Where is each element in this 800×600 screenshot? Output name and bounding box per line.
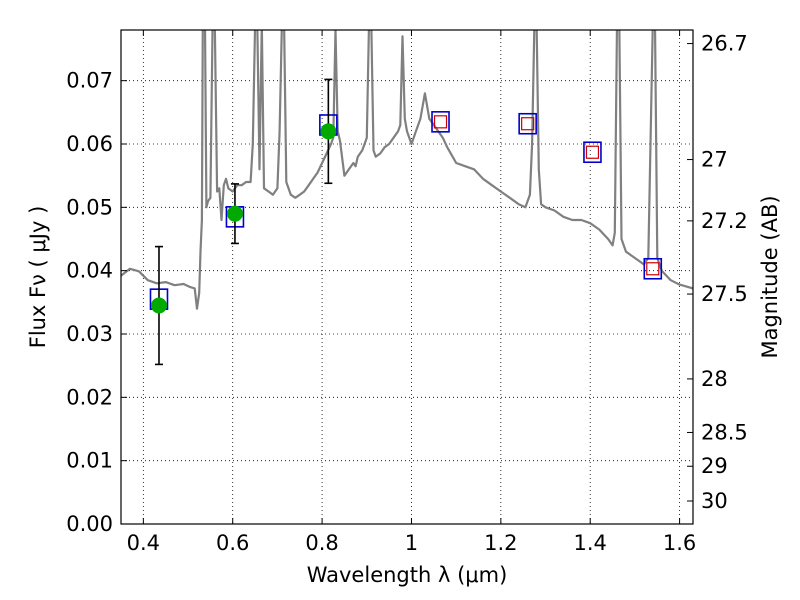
- observed-point: [320, 123, 337, 140]
- model-box-inner: [585, 145, 600, 159]
- tick-layer: 0.4 0.6 0.8 1 1.2 1.4 1.6 0.00 0.01 0.02 0.03 0.04 0…: [66, 30, 748, 555]
- right-tick-label: 26.7: [701, 32, 748, 56]
- x-tick-label: 0.8: [305, 531, 338, 555]
- x-tick-label: 0.4: [127, 531, 160, 555]
- x-axis-label: Wavelength λ (μm): [307, 563, 508, 587]
- right-tick-label: 27.5: [701, 282, 748, 306]
- y-tick-label: 0.06: [66, 132, 113, 156]
- right-tick-label: 29: [701, 454, 728, 478]
- x-tick-label: 1.6: [663, 531, 696, 555]
- model-box: [643, 257, 663, 280]
- plot-frame: [120, 29, 694, 525]
- right-tick-label: 27.2: [701, 209, 748, 233]
- data-layer: [121, 30, 693, 366]
- model-box-inner: [521, 117, 535, 131]
- y-tick-label: 0.03: [66, 322, 113, 346]
- spectrum-line: [121, 30, 693, 310]
- right-tick-label: 27: [701, 148, 728, 172]
- y-tick-label: 0.05: [66, 195, 113, 219]
- model-box: [518, 112, 537, 135]
- observed-point: [226, 205, 243, 222]
- right-tick-label: 28.5: [701, 420, 748, 444]
- y-tick-label: 0.04: [66, 259, 113, 283]
- right-tick-label: 30: [701, 489, 728, 513]
- grid-layer: [121, 30, 693, 524]
- right-tick-label: 28: [701, 367, 728, 391]
- x-tick-label: 1.4: [574, 531, 607, 555]
- y-tick-label: 0.02: [66, 385, 113, 409]
- model-box-inner: [433, 115, 448, 129]
- x-tick-label: 0.6: [216, 531, 249, 555]
- x-tick-label: 1.2: [484, 531, 517, 555]
- y-axis-label: Flux Fν ( μJy ): [26, 206, 50, 349]
- observed-point: [150, 297, 167, 314]
- y-tick-label: 0.07: [66, 69, 113, 93]
- y-tick-label: 0.01: [66, 449, 113, 473]
- model-box: [583, 141, 602, 164]
- y-tick-label: 0.00: [66, 512, 113, 536]
- model-box-inner: [646, 262, 660, 276]
- x-tick-label: 1: [405, 531, 418, 555]
- y-axis-right-label: Magnitude (AB): [758, 195, 782, 358]
- model-box: [431, 111, 450, 133]
